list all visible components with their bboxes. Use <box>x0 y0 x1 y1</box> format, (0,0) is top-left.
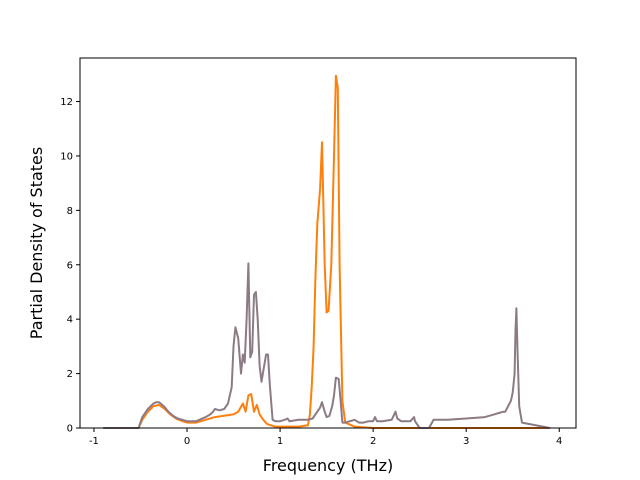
series-layer <box>103 74 551 429</box>
y-tick-label: 6 <box>67 260 73 271</box>
y-tick-label: 0 <box>67 424 73 435</box>
x-tick-label: 3 <box>463 436 469 447</box>
plot-background <box>80 58 576 428</box>
plot-frame <box>79 57 577 429</box>
y-tick-label: 8 <box>67 206 73 217</box>
x-ticks: -1 0 1 2 3 4 <box>89 428 562 447</box>
series-line-1 <box>103 74 550 429</box>
y-tick-label: 2 <box>67 369 73 380</box>
x-tick-label: -1 <box>89 436 99 447</box>
series-line-2 <box>103 262 551 429</box>
y-ticks: 0 2 4 6 8 10 12 <box>60 97 80 435</box>
x-tick-label: 0 <box>184 436 190 447</box>
x-axis-title: Frequency (THz) <box>263 456 393 475</box>
x-tick-label: 2 <box>370 436 376 447</box>
y-tick-label: 10 <box>60 151 73 162</box>
x-tick-label: 4 <box>556 436 562 447</box>
x-tick-label: 1 <box>277 436 283 447</box>
y-tick-label: 12 <box>60 97 73 108</box>
y-tick-label: 4 <box>67 315 73 326</box>
y-axis-title: Partial Density of States <box>27 147 46 339</box>
